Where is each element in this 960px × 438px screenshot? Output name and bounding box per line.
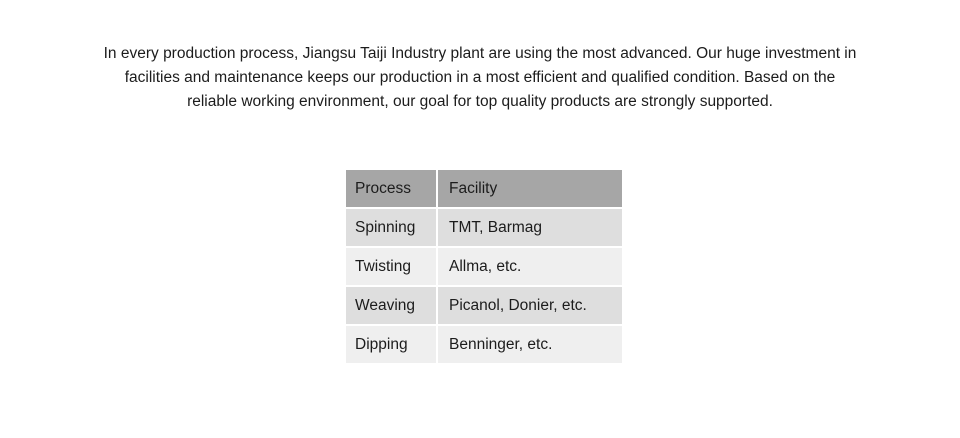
intro-line: In every production process, Jiangsu Tai…: [103, 45, 857, 62]
cell-facility: Allma, etc.: [438, 248, 622, 285]
process-facility-table: Process Facility Spinning TMT, Barmag Tw…: [346, 170, 622, 363]
intro-line: facilities and maintenance keeps our pro…: [124, 69, 836, 86]
table-header-facility: Facility: [438, 170, 622, 207]
intro-paragraph: In every production process, Jiangsu Tai…: [0, 42, 960, 114]
table-row: Twisting Allma, etc.: [346, 248, 622, 285]
table-header-process: Process: [346, 170, 436, 207]
table-row: Dipping Benninger, etc.: [346, 326, 622, 363]
cell-process: Weaving: [346, 287, 436, 324]
cell-process: Spinning: [346, 209, 436, 246]
cell-process: Dipping: [346, 326, 436, 363]
table-header-row: Process Facility: [346, 170, 622, 207]
intro-line: reliable working environment, our goal f…: [187, 93, 773, 110]
cell-facility: TMT, Barmag: [438, 209, 622, 246]
table-row: Weaving Picanol, Donier, etc.: [346, 287, 622, 324]
cell-facility: Picanol, Donier, etc.: [438, 287, 622, 324]
cell-process: Twisting: [346, 248, 436, 285]
table-row: Spinning TMT, Barmag: [346, 209, 622, 246]
cell-facility: Benninger, etc.: [438, 326, 622, 363]
